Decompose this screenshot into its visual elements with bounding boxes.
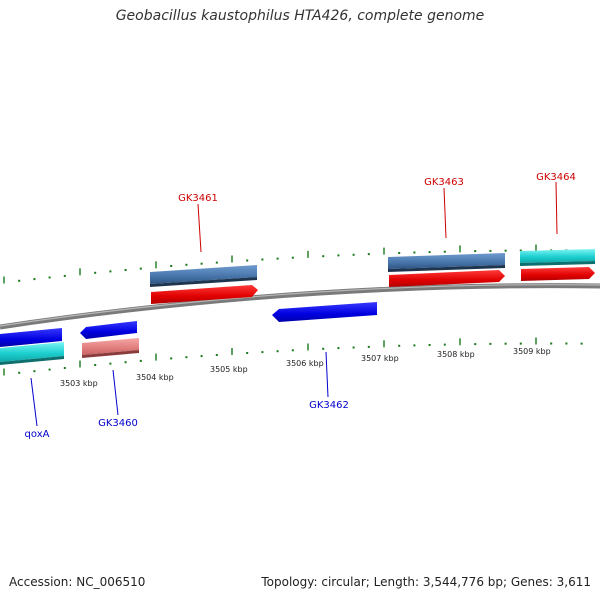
genome-backbone-highlight bbox=[0, 284, 600, 327]
gene-label-gk3463[interactable]: GK3463 bbox=[424, 177, 464, 188]
genome-summary-text: Topology: circular; Length: 3,544,776 bp… bbox=[261, 575, 591, 589]
gene-feature-gk3460[interactable] bbox=[80, 321, 139, 358]
kbp-label-3508: 3508 kbp bbox=[437, 350, 475, 359]
accession-text: Accession: NC_006510 bbox=[9, 575, 146, 589]
leader-line-gk3464 bbox=[555, 181, 558, 235]
gene-label-gk3464[interactable]: GK3464 bbox=[536, 172, 576, 183]
genome-title: Geobacillus kaustophilus HTA426, complet… bbox=[115, 8, 485, 24]
gene-label-gk3462[interactable]: GK3462 bbox=[309, 400, 349, 411]
leader-line-gk3461 bbox=[197, 203, 202, 253]
leader-line-gk3463 bbox=[443, 187, 447, 239]
gene-feature-gk3462[interactable] bbox=[272, 302, 377, 322]
gene-feature-gk3463[interactable] bbox=[388, 253, 505, 287]
kbp-label-3509: 3509 kbp bbox=[513, 347, 551, 356]
leader-line-gk3460 bbox=[112, 369, 119, 416]
kbp-label-3503: 3503 kbp bbox=[60, 379, 98, 388]
gene-label-gk3461[interactable]: GK3461 bbox=[178, 193, 218, 204]
genome-backbone bbox=[0, 283, 600, 330]
kbp-label-3504: 3504 kbp bbox=[136, 373, 174, 382]
gene-feature-qoxa[interactable] bbox=[0, 328, 64, 365]
leader-line-qoxa bbox=[30, 377, 38, 427]
leader-line-gk3462 bbox=[325, 351, 329, 398]
gene-feature-gk3461[interactable] bbox=[150, 265, 258, 304]
gene-label-gk3460[interactable]: GK3460 bbox=[98, 418, 138, 429]
gene-feature-gk3464[interactable] bbox=[520, 249, 595, 281]
kbp-label-3505: 3505 kbp bbox=[210, 365, 248, 374]
kbp-label-3507: 3507 kbp bbox=[361, 354, 399, 363]
gene-label-qoxa[interactable]: qoxA bbox=[25, 429, 50, 440]
kbp-label-3506: 3506 kbp bbox=[286, 359, 324, 368]
reverse-strand-ticks bbox=[3, 337, 583, 376]
